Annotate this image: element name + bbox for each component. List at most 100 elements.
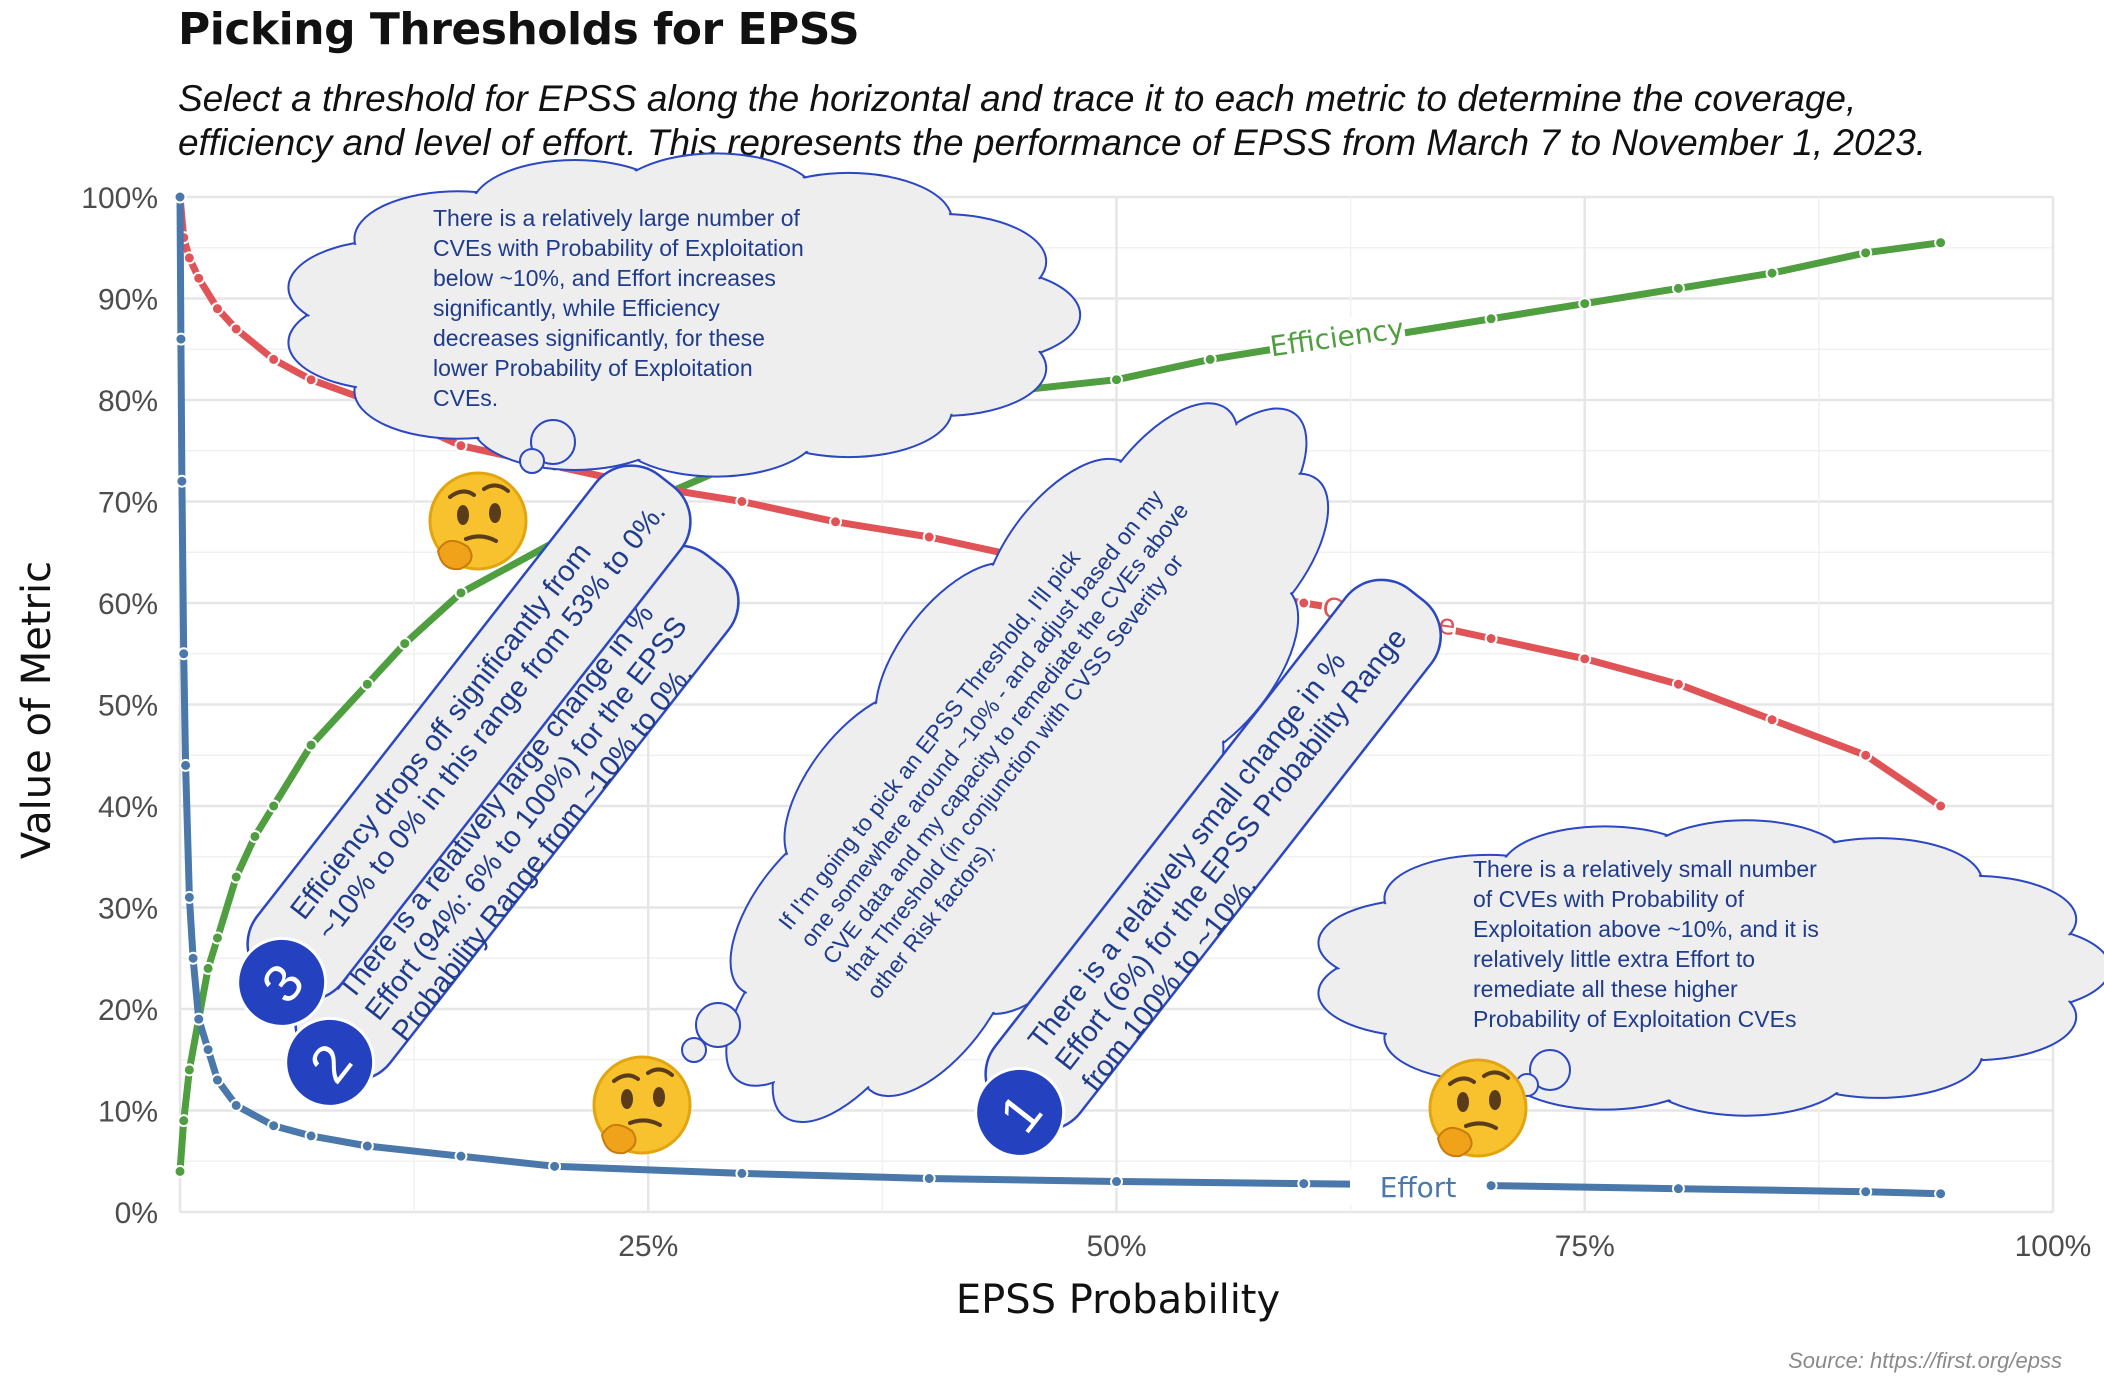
data-point-effort [922, 1172, 936, 1186]
thinking-face-icon [592, 1055, 692, 1155]
data-point-efficiency [210, 931, 224, 945]
data-point-coverage [1934, 799, 1948, 813]
thought-bubble-tail [695, 1002, 741, 1048]
data-point-coverage [182, 251, 196, 265]
thinking-face-icon [1428, 1058, 1528, 1158]
data-point-efficiency [1934, 236, 1948, 250]
thought-bubble-tail [681, 1037, 707, 1063]
data-point-coverage [1297, 596, 1311, 610]
data-point-effort [1859, 1185, 1873, 1199]
cloud-top-left-text: There is a relatively large number of CVE… [433, 205, 804, 411]
y-tick-label: 30% [98, 893, 158, 926]
data-point-efficiency [360, 677, 374, 691]
data-point-effort [267, 1119, 281, 1133]
series-effort [173, 190, 1948, 1201]
axis-ticks: 0% 10% 20% 30% 40% 50% 60% 70% 80% 90% 100% 25% 50% 7… [81, 182, 2091, 1263]
data-point-effort [186, 951, 200, 965]
data-point-effort [1110, 1175, 1123, 1189]
y-tick-label: 10% [98, 1096, 158, 1129]
data-point-effort [182, 890, 196, 904]
data-point-effort [201, 1043, 215, 1057]
y-tick-label: 40% [98, 791, 158, 824]
data-point-efficiency [398, 637, 412, 651]
y-tick-label: 50% [98, 690, 158, 723]
note-2-badge: 2 [284, 1016, 376, 1108]
data-point-effort [179, 758, 193, 772]
data-point-coverage [267, 352, 281, 366]
data-point-efficiency [248, 829, 262, 843]
data-point-efficiency [201, 961, 215, 975]
data-point-coverage [1765, 713, 1779, 727]
data-point-effort [174, 332, 188, 346]
x-tick-label: 100% [2015, 1230, 2092, 1263]
note-1-badge: 1 [974, 1066, 1066, 1158]
x-tick-label: 75% [1555, 1230, 1615, 1263]
data-point-effort [1671, 1182, 1685, 1196]
data-point-efficiency [173, 1164, 187, 1178]
data-point-efficiency [1859, 246, 1873, 260]
thought-cloud-top-left [287, 152, 1082, 478]
y-tick-label: 80% [98, 385, 158, 418]
data-point-effort [229, 1098, 243, 1112]
data-point-effort [304, 1129, 318, 1143]
data-point-effort [360, 1139, 374, 1153]
x-tick-label: 50% [1086, 1230, 1146, 1263]
thought-bubble-tail [1529, 1049, 1571, 1091]
data-point-effort [548, 1159, 562, 1173]
y-tick-label: 100% [81, 182, 158, 215]
data-point-efficiency [177, 1114, 191, 1128]
data-point-coverage [229, 322, 243, 336]
source-note: Source: https://first.org/epss [1788, 1348, 2062, 1373]
data-point-efficiency [1484, 312, 1498, 326]
data-point-coverage [454, 439, 468, 453]
series-label-bg [1267, 309, 1407, 365]
y-axis-label: Value of Metric [14, 561, 60, 859]
data-point-effort [175, 474, 189, 488]
chart-subtitle-line-2: efficiency and level of effort. This rep… [178, 122, 1927, 163]
data-point-coverage [1578, 652, 1592, 666]
x-tick-label: 25% [618, 1230, 678, 1263]
data-point-coverage [1859, 748, 1873, 762]
data-point-efficiency [182, 1063, 196, 1077]
data-point-efficiency [1671, 281, 1685, 295]
thinking-face-icon [428, 471, 528, 571]
y-tick-label: 0% [115, 1197, 158, 1230]
data-point-coverage [304, 373, 318, 387]
thought-bubble-tail [519, 448, 545, 474]
data-point-efficiency [1578, 297, 1592, 311]
data-point-efficiency [454, 586, 468, 600]
data-point-coverage [210, 302, 224, 316]
data-point-coverage [1671, 677, 1685, 691]
data-point-coverage [922, 530, 936, 544]
series-label-bg [1350, 1169, 1486, 1205]
data-point-coverage [192, 271, 206, 285]
data-point-effort [1484, 1179, 1498, 1193]
data-point-effort [192, 1012, 206, 1026]
note-3-badge: 3 [236, 936, 328, 1028]
data-point-effort [173, 190, 187, 204]
data-point-efficiency [229, 870, 243, 884]
series-line-effort [176, 193, 1945, 1198]
y-tick-label: 70% [98, 487, 158, 520]
cloud-right-text: There is a relatively small number of CVE… [1473, 856, 1819, 1032]
data-point-effort [210, 1073, 224, 1087]
y-tick-label: 60% [98, 588, 158, 621]
data-point-efficiency [1110, 373, 1123, 387]
series-label-effort: Effort [1380, 1171, 1457, 1204]
data-point-efficiency [1203, 352, 1217, 366]
data-point-efficiency [1765, 266, 1779, 280]
data-point-coverage [1484, 632, 1498, 646]
data-point-efficiency [267, 799, 281, 813]
y-tick-label: 90% [98, 284, 158, 317]
data-point-effort [1297, 1177, 1311, 1191]
chart-title: Picking Thresholds for EPSS [178, 4, 860, 55]
data-point-effort [177, 647, 191, 661]
y-tick-label: 20% [98, 994, 158, 1027]
data-point-coverage [829, 515, 843, 529]
data-point-effort [454, 1149, 468, 1163]
x-axis-label: EPSS Probability [956, 1277, 1280, 1323]
thought-cloud-right [1317, 819, 2104, 1117]
data-point-coverage [735, 495, 749, 508]
data-point-effort [1934, 1187, 1948, 1201]
